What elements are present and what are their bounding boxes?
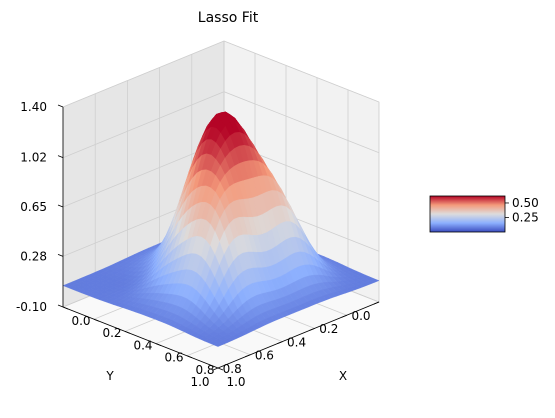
x-tick-label: 0.4 [133, 338, 152, 352]
y-tick-label: 1.0 [190, 375, 209, 389]
surface-patch [212, 342, 224, 347]
z-tick-label: 0.28 [20, 249, 47, 263]
colorbar-tick-label: 0.25 [512, 210, 539, 224]
x-tick-mark [124, 331, 131, 334]
y-tick-mark [277, 341, 283, 344]
y-axis-label: Y [105, 369, 114, 383]
y-tick-mark [341, 314, 347, 318]
fitted-surface [62, 111, 380, 347]
y-tick-label: 0.6 [255, 349, 274, 363]
z-tick-label: 1.02 [20, 151, 47, 165]
grid-line-z [62, 91, 380, 159]
z-tick-mark [57, 104, 64, 108]
y-tick-label: 0.0 [351, 309, 370, 323]
y-tick-mark [373, 301, 380, 305]
y-tick-mark [212, 367, 219, 371]
y-tick-label: 0.2 [319, 322, 338, 336]
x-tick-label: 0.8 [195, 363, 214, 377]
x-tick-mark [93, 318, 100, 322]
colorbar: 0.250.50 [429, 195, 539, 233]
z-tick-mark [57, 304, 64, 308]
colorbar-gradient [429, 195, 506, 233]
x-tick-label: 1.0 [226, 375, 245, 389]
x-tick-mark [155, 343, 162, 346]
z-tick-mark [57, 155, 64, 159]
x-tick-mark [217, 367, 224, 371]
x-tick-mark [186, 355, 193, 359]
y-tick-label: 0.8 [223, 362, 242, 376]
x-axis-line [62, 306, 219, 369]
y-axis-line [217, 301, 380, 369]
x-axis-label: X [339, 369, 347, 383]
x-tick-label: 0.2 [102, 326, 121, 340]
z-tick-label: -0.10 [16, 300, 47, 314]
z-tick-mark [57, 204, 64, 208]
grid-line-z [62, 40, 380, 108]
x-tick-label: 0.0 [71, 314, 90, 328]
y-tick-label: 0.4 [287, 335, 306, 349]
z-tick-label: 1.40 [20, 100, 47, 114]
axis-ticks: 0.00.20.40.60.81.00.00.20.40.60.81.0-0.1… [16, 100, 380, 389]
x-tick-mark [62, 306, 69, 310]
y-tick-mark [309, 328, 315, 331]
colorbar-tick-label: 0.50 [512, 196, 539, 210]
x-tick-label: 0.6 [164, 351, 183, 365]
z-tick-mark [57, 253, 64, 257]
z-tick-label: 0.65 [20, 200, 47, 214]
chart-title: Lasso Fit [198, 10, 259, 26]
y-tick-mark [245, 354, 251, 358]
